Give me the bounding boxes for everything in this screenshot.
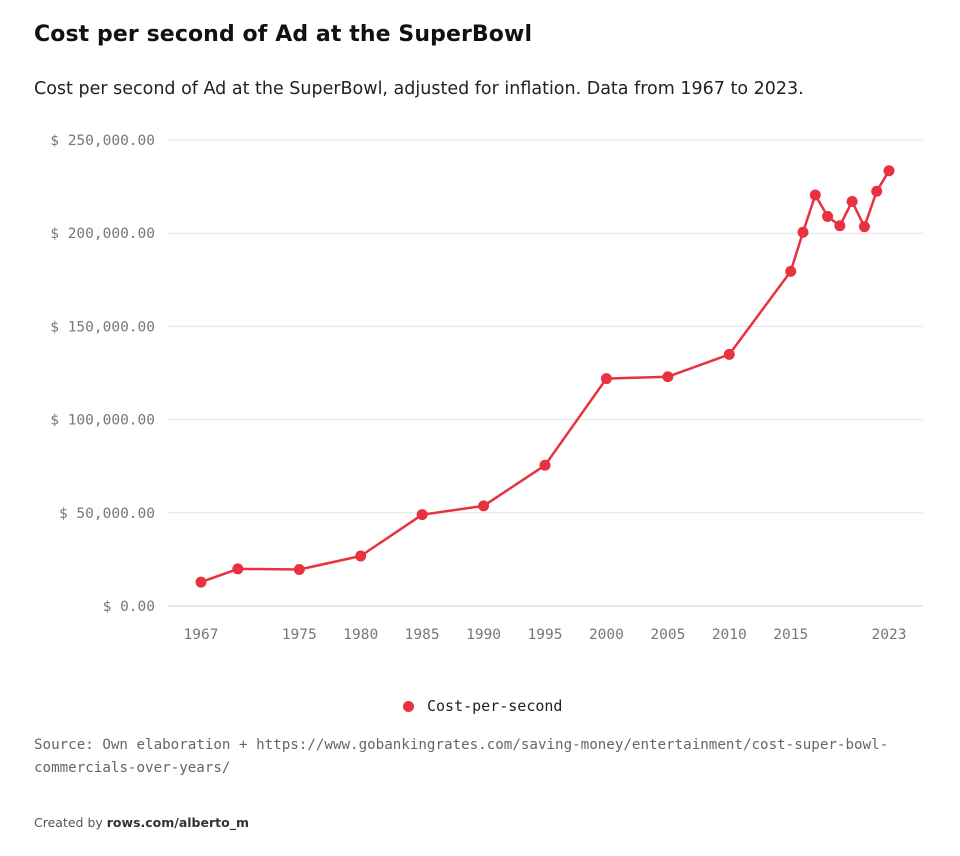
chart-subtitle: Cost per second of Ad at the SuperBowl, …	[34, 79, 804, 99]
data-point	[785, 265, 797, 277]
data-point	[797, 226, 809, 238]
x-tick-label: 1975	[282, 627, 317, 643]
data-point	[195, 576, 207, 588]
credit-prefix: Created by	[34, 815, 103, 830]
data-point	[834, 220, 846, 232]
data-point	[723, 348, 735, 360]
y-tick-label: $ 250,000.00	[50, 133, 155, 149]
data-point	[478, 500, 490, 512]
data-point	[232, 563, 244, 575]
x-tick-label: 1980	[343, 627, 378, 643]
data-point	[809, 189, 821, 201]
legend-swatch	[403, 700, 414, 712]
y-tick-label: $ 0.00	[103, 599, 155, 615]
data-point	[871, 185, 883, 197]
y-tick-label: $ 200,000.00	[50, 226, 155, 242]
x-tick-label: 1990	[466, 627, 501, 643]
data-point	[416, 509, 428, 521]
x-tick-label: 2010	[712, 627, 747, 643]
x-tick-label: 2005	[650, 627, 685, 643]
data-point	[355, 550, 367, 562]
data-point	[883, 165, 895, 177]
credit-link[interactable]: rows.com/alberto_m	[106, 815, 249, 830]
data-point	[662, 371, 674, 383]
y-tick-label: $ 150,000.00	[50, 319, 155, 335]
credit-line: Created by rows.com/alberto_m	[34, 815, 249, 830]
x-tick-label: 2023	[872, 627, 907, 643]
x-tick-label: 2000	[589, 627, 624, 643]
data-point	[293, 563, 305, 575]
chart-legend[interactable]: Cost-per-second	[403, 697, 562, 715]
x-tick-label: 2015	[773, 627, 808, 643]
x-tick-label: 1967	[184, 627, 219, 643]
data-point	[822, 210, 834, 222]
data-point	[846, 196, 858, 208]
chart-title: Cost per second of Ad at the SuperBowl	[34, 22, 533, 47]
legend-label: Cost-per-second	[427, 697, 563, 715]
source-note: Source: Own elaboration + https://www.go…	[34, 737, 889, 776]
series-line	[199, 169, 891, 584]
x-tick-label: 1995	[528, 627, 563, 643]
line-chart: $ 0.00 $ 50,000.00 $ 100,000.00 $ 150,000.0…	[50, 133, 923, 643]
y-tick-label: $ 100,000.00	[50, 413, 155, 429]
data-point	[600, 373, 612, 385]
x-tick-label: 1985	[405, 627, 440, 643]
data-point	[858, 221, 870, 233]
y-tick-label: $ 50,000.00	[59, 506, 155, 522]
data-point	[539, 459, 551, 471]
